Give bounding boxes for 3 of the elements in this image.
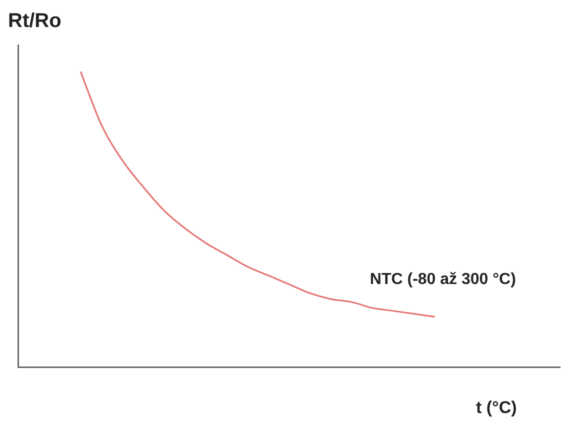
x-axis-title: t (°C) (476, 398, 517, 418)
series-label: NTC (-80 až 300 °C) (370, 271, 516, 288)
y-axis-title: Rt/Ro (8, 10, 62, 33)
